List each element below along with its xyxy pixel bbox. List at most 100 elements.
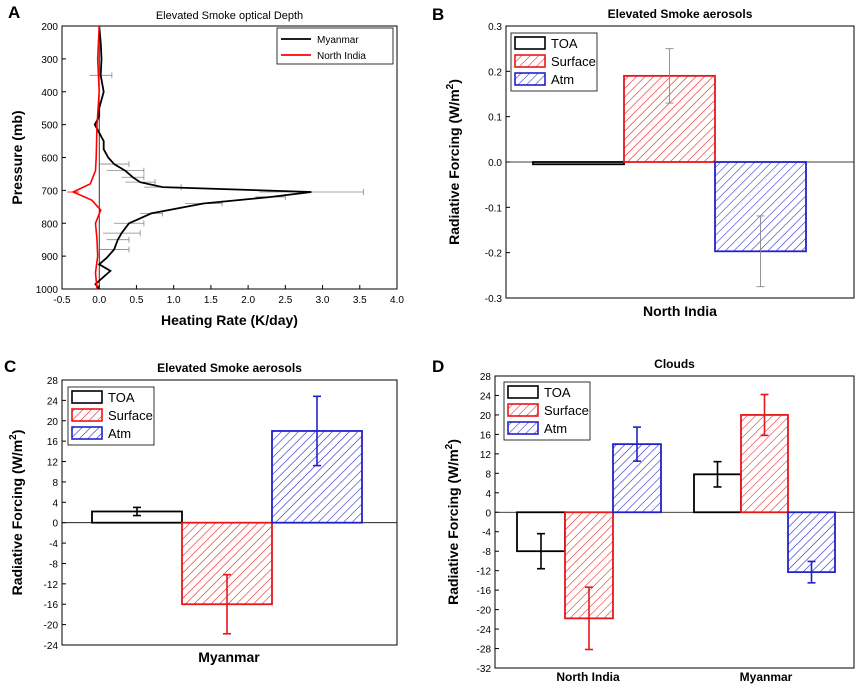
y-tick-label: 8	[52, 478, 58, 489]
chart-title: Clouds	[654, 357, 695, 371]
y-tick-label: 0.1	[488, 113, 502, 124]
y-tick-label: 0.0	[488, 158, 502, 169]
y-tick-label: -4	[49, 539, 58, 550]
x-tick-label: 1.5	[204, 295, 218, 306]
legend-swatch-toa	[507, 385, 539, 399]
x-axis-label: North India	[643, 303, 717, 319]
legend-label-myanmar: Myanmar	[317, 35, 359, 46]
y-tick-label: -8	[49, 559, 58, 570]
legend-swatch-atm	[514, 72, 546, 86]
x-category-label-north-india: North India	[556, 670, 620, 684]
y-tick-label: -8	[482, 547, 491, 558]
panel-letter: C	[4, 357, 16, 376]
y-tick-label: -4	[482, 528, 491, 539]
y-tick-label: -24	[44, 641, 59, 652]
legend-label-surface: Surface	[551, 54, 596, 69]
series-line-north-india	[71, 25, 102, 290]
y-tick-label: 300	[41, 55, 58, 66]
y-tick-label: 0	[52, 519, 58, 530]
panel-letter: B	[432, 5, 444, 24]
y-axis-label: Radiative Forcing (W/m2)	[444, 439, 461, 605]
y-tick-label: 200	[41, 22, 58, 33]
legend-swatch-atm	[507, 421, 539, 435]
y-tick-label: 900	[41, 252, 58, 263]
y-tick-label: 0	[485, 508, 491, 519]
chart-title: Elevated Smoke aerosols	[157, 361, 302, 375]
panel-d: D Clouds -32 -28 -24 -20 -16 -12 -8 -4 0 4 8 12 16 20 24…	[432, 357, 855, 684]
y-axis-label: Pressure (mb)	[9, 110, 25, 204]
x-axis-label: Heating Rate (K/day)	[161, 312, 298, 328]
y-tick-label: 0.3	[488, 22, 502, 33]
y-tick-label: -24	[477, 625, 492, 636]
legend-swatch-atm	[71, 426, 103, 440]
y-tick-label: 700	[41, 186, 58, 197]
y-tick-label: -12	[477, 567, 492, 578]
chart-title: Elevated Smoke aerosols	[608, 7, 753, 21]
panel-a: A Elevated Smoke optical Depth -0.5 0.0 0.5 1…	[8, 3, 404, 328]
y-tick-label: 500	[41, 121, 58, 132]
y-tick-label: -20	[44, 621, 59, 632]
y-tick-label: 20	[47, 417, 59, 428]
y-tick-label: 16	[480, 430, 492, 441]
legend-label-atm: Atm	[544, 421, 567, 436]
y-tick-label: 16	[47, 437, 59, 448]
y-tick-label: 28	[47, 376, 59, 387]
x-tick-label: 2.5	[278, 295, 292, 306]
series-line-myanmar	[93, 25, 312, 290]
y-tick-label: -16	[477, 586, 492, 597]
y-tick-label: -0.2	[485, 249, 503, 260]
legend-label-toa: TOA	[108, 390, 135, 405]
legend-label-atm: Atm	[551, 72, 574, 87]
y-tick-label: 12	[47, 458, 59, 469]
panel-letter: D	[432, 357, 444, 376]
legend-label-surface: Surface	[108, 408, 153, 423]
x-tick-label: 3.5	[353, 295, 367, 306]
y-tick-label: 800	[41, 219, 58, 230]
x-tick-label: 0.5	[129, 295, 143, 306]
panel-b: B Elevated Smoke aerosols -0.3 -0.2 -0.1 0.0 0…	[432, 5, 855, 319]
legend-label-toa: TOA	[551, 36, 578, 51]
legend-swatch-toa	[514, 36, 546, 50]
y-tick-label: 4	[52, 498, 58, 509]
chart-title: Elevated Smoke optical Depth	[156, 10, 303, 22]
bar-atm-myanmar	[787, 511, 836, 574]
y-tick-label: 20	[480, 411, 492, 422]
x-axis-label: Myanmar	[198, 649, 260, 665]
x-tick-label: 3.0	[316, 295, 330, 306]
x-tick-label: 1.0	[167, 295, 181, 306]
y-tick-label: 4	[485, 489, 491, 500]
y-axis-label: Radiative Forcing (W/m2)	[445, 79, 462, 245]
legend-box	[276, 27, 394, 65]
y-tick-label: 400	[41, 88, 58, 99]
panel-letter: A	[8, 3, 20, 22]
x-tick-label: 2.0	[241, 295, 255, 306]
legend-label-surface: Surface	[544, 403, 589, 418]
x-tick-label: -0.5	[53, 295, 71, 306]
panel-c: C Elevated Smoke aerosols -24 -20 -16 -12 -8 -4…	[4, 357, 398, 665]
y-tick-label: -32	[477, 664, 492, 675]
y-tick-label: 24	[47, 396, 59, 407]
y-tick-label: -28	[477, 645, 492, 656]
plot-frame	[494, 375, 855, 669]
y-tick-label: 8	[485, 469, 491, 480]
bar-toa	[532, 161, 625, 166]
legend-swatch-toa	[71, 390, 103, 404]
legend-label-atm: Atm	[108, 426, 131, 441]
y-tick-label: 24	[480, 391, 492, 402]
x-tick-label: 4.0	[390, 295, 404, 306]
legend-swatch-surface	[507, 403, 539, 417]
y-tick-label: -16	[44, 600, 59, 611]
y-tick-label: -12	[44, 580, 59, 591]
legend-swatch-surface	[514, 54, 546, 68]
y-tick-label: -0.1	[485, 203, 503, 214]
x-tick-label: 0.0	[92, 295, 106, 306]
x-category-label-myanmar: Myanmar	[740, 670, 793, 684]
y-axis-label: Radiative Forcing (W/m2)	[8, 430, 25, 596]
legend-swatch-surface	[71, 408, 103, 422]
legend-label-north-india: North India	[317, 51, 366, 62]
plot-frame	[61, 379, 398, 646]
y-tick-label: 600	[41, 154, 58, 165]
y-tick-label: -20	[477, 606, 492, 617]
y-tick-label: 1000	[36, 285, 59, 296]
